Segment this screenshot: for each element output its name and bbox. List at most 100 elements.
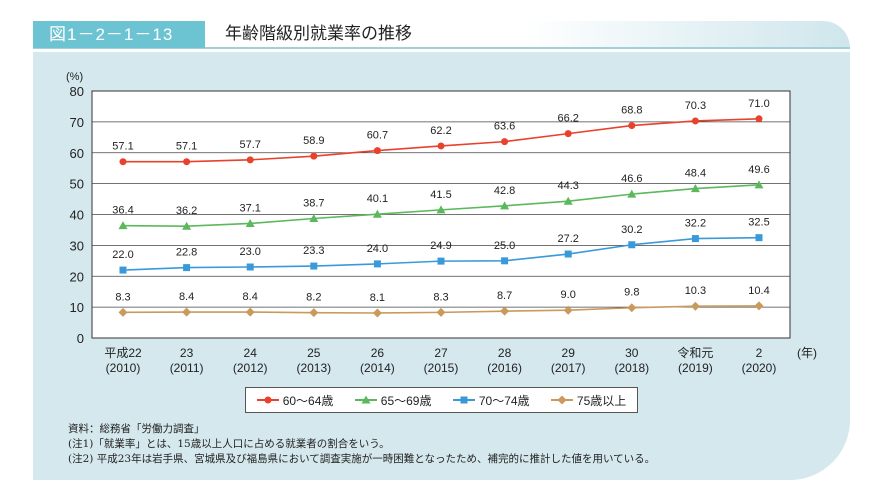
data-label: 36.2 [176, 205, 197, 217]
data-label: 8.4 [179, 291, 194, 303]
data-point [627, 303, 637, 313]
data-label: 8.3 [433, 291, 448, 303]
data-point [564, 250, 572, 258]
x-tick-label: 28 [498, 346, 512, 360]
data-point [437, 142, 445, 150]
data-label: 38.7 [303, 198, 324, 210]
data-label: 9.8 [624, 287, 639, 299]
legend-item: 60～64歳 [256, 392, 333, 409]
data-label: 22.8 [176, 247, 197, 259]
header-divider [33, 47, 850, 49]
figure-number: 図1－2－1－13 [33, 21, 205, 48]
x-axis-unit: (年) [797, 346, 817, 360]
x-tick-year: (2018) [614, 361, 649, 375]
y-tick-label: 10 [70, 300, 84, 315]
data-point [563, 305, 573, 315]
legend-diamond-icon [550, 395, 573, 405]
data-label: 25.0 [494, 240, 515, 252]
data-label: 32.5 [748, 217, 769, 229]
data-point [118, 221, 128, 230]
data-point [310, 152, 318, 160]
data-point [690, 301, 700, 311]
data-label: 46.6 [621, 173, 642, 185]
data-point [309, 308, 319, 318]
data-label: 68.8 [621, 105, 642, 117]
x-tick-year: (2014) [360, 361, 395, 375]
data-label: 48.4 [685, 168, 706, 180]
notes: 資料：総務省「労働力調査」 (注1)「就業率」とは、15歳以上人口に占める就業者… [68, 422, 655, 467]
data-point [627, 189, 637, 198]
data-label: 23.3 [303, 245, 324, 257]
data-label: 24.9 [430, 240, 451, 252]
legend-label: 70～74歳 [478, 393, 530, 408]
data-label: 42.8 [494, 185, 515, 197]
data-point [691, 117, 699, 125]
data-label: 57.1 [176, 141, 197, 153]
data-label: 37.1 [239, 202, 260, 214]
data-label: 10.4 [748, 285, 769, 297]
data-point [690, 184, 700, 193]
figure-title: 年齢階級別就業率の推移 [225, 24, 412, 44]
data-point [755, 234, 763, 242]
legend-triangle-icon [354, 395, 377, 404]
data-label: 66.2 [557, 113, 578, 125]
data-label: 36.4 [112, 205, 133, 217]
data-label: 27.2 [557, 233, 578, 245]
x-tick-label: 26 [371, 346, 385, 360]
x-tick-year: (2017) [551, 361, 586, 375]
data-point [119, 158, 127, 166]
data-point [754, 180, 764, 189]
note-2: (注2) 平成23年は岩手県、宮城県及び福島県において調査実施が一時困難となった… [68, 453, 656, 465]
data-label: 8.4 [243, 291, 258, 303]
data-point [373, 147, 381, 155]
y-tick-label: 50 [70, 177, 84, 192]
data-point [691, 235, 699, 243]
data-label: 23.0 [239, 246, 260, 258]
y-tick-label: 70 [70, 115, 84, 130]
source-note: 資料：総務省「労働力調査」 [68, 423, 205, 435]
data-point [628, 122, 636, 130]
x-tick-label: 23 [180, 346, 194, 360]
legend-item: 70～74歳 [452, 392, 530, 409]
y-tick-label: 0 [77, 331, 84, 346]
data-point [501, 257, 509, 265]
x-tick-label: 24 [244, 346, 258, 360]
data-point [245, 218, 255, 227]
y-tick-label: 40 [70, 208, 84, 223]
data-point [754, 301, 764, 311]
data-label: 62.2 [430, 125, 451, 137]
data-point [564, 130, 572, 138]
legend: 60～64歳 65～69歳 70～74歳 75歳以上 [245, 387, 638, 413]
data-label: 40.1 [367, 193, 388, 205]
data-point [118, 307, 128, 317]
data-label: 22.0 [112, 249, 133, 261]
y-tick-label: 80 [70, 84, 84, 99]
data-point [436, 205, 446, 214]
legend-label: 75歳以上 [576, 393, 627, 408]
data-label: 32.2 [685, 218, 706, 230]
data-label: 49.6 [748, 164, 769, 176]
data-point [501, 138, 509, 146]
data-point [182, 307, 192, 317]
x-tick-label: 2 [756, 346, 763, 360]
data-label: 57.7 [239, 139, 260, 151]
legend-item: 65～69歳 [354, 392, 432, 409]
data-point [246, 263, 254, 271]
data-label: 24.0 [367, 243, 388, 255]
data-label: 44.3 [557, 180, 578, 192]
legend-label: 65～69歳 [380, 393, 432, 408]
data-label: 60.7 [367, 130, 388, 142]
x-tick-label: 平成22 [104, 346, 142, 360]
data-label: 71.0 [748, 98, 769, 110]
y-tick-label: 60 [70, 146, 84, 161]
x-tick-label: 29 [562, 346, 576, 360]
data-point [309, 214, 319, 223]
data-label: 63.6 [494, 121, 515, 133]
y-tick-label: 20 [70, 269, 84, 284]
data-label: 8.1 [370, 292, 385, 304]
x-tick-year: (2013) [296, 361, 331, 375]
data-point [563, 196, 573, 205]
legend-item: 75歳以上 [550, 392, 627, 409]
data-label: 9.0 [561, 289, 576, 301]
